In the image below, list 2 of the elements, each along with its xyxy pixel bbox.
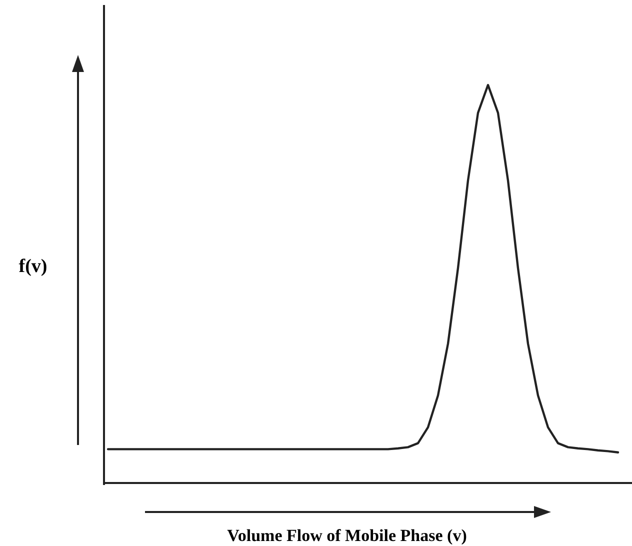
x-axis-title: Volume Flow of Mobile Phase (v) (227, 526, 467, 545)
y-axis-title: f(v) (18, 256, 48, 277)
